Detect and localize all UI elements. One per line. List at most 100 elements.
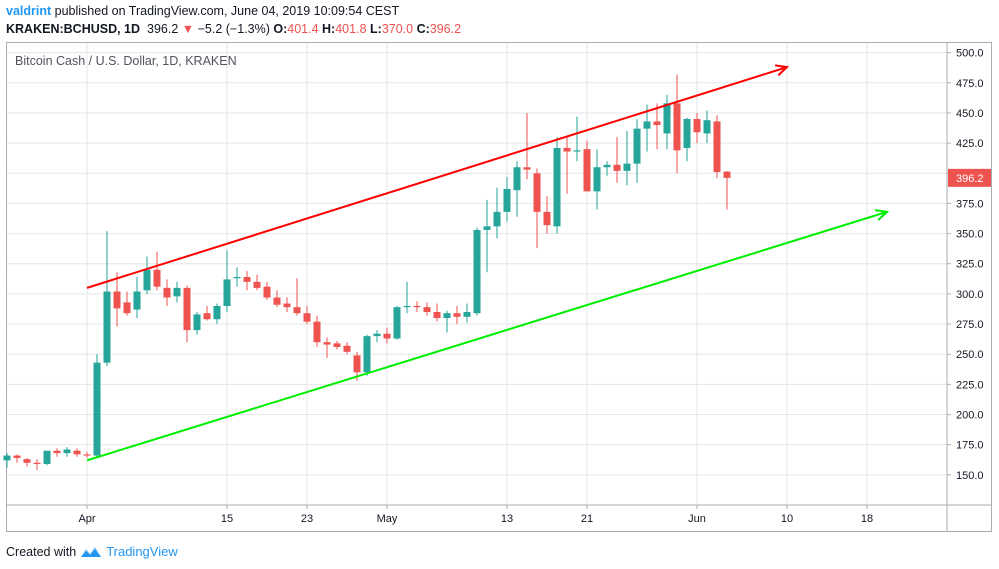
candle-body — [653, 121, 661, 126]
price-tick-label: 225.0 — [956, 379, 984, 391]
candle-body — [23, 459, 31, 463]
candle-body — [643, 121, 651, 129]
candle-down — [413, 301, 421, 312]
candle-body — [573, 150, 581, 152]
candle-body — [363, 336, 371, 373]
candle-down — [33, 459, 41, 471]
price-tick-label: 475.0 — [956, 78, 984, 90]
candle-body — [203, 313, 211, 320]
candle-body — [543, 211, 551, 226]
candle-body — [393, 307, 401, 339]
price-tick-label: 325.0 — [956, 259, 984, 271]
created-with-text: Created with — [6, 544, 77, 559]
candle-body — [463, 311, 471, 317]
candle-body — [403, 305, 411, 308]
candle-body — [523, 167, 531, 170]
last-price-label: 396.2 — [956, 173, 984, 185]
candle-up — [703, 110, 711, 144]
candle-down — [453, 305, 461, 325]
candle-down — [253, 274, 261, 291]
candle-body — [433, 311, 441, 319]
candle-body — [693, 118, 701, 133]
candle-up — [493, 187, 501, 239]
published-text: published on TradingView.com, June 04, 2… — [54, 4, 400, 18]
candle-up — [553, 137, 561, 234]
candle-up — [373, 330, 381, 343]
candle-body — [133, 291, 141, 310]
price-tick-label: 300.0 — [956, 289, 984, 301]
candle-body — [593, 167, 601, 192]
price-axis: 500.0475.0450.0425.0400.0375.0350.0325.0… — [946, 43, 991, 531]
candle-body — [623, 163, 631, 171]
chart-frame[interactable] — [6, 42, 992, 532]
candle-up — [663, 94, 671, 150]
tradingview-link[interactable]: TradingView — [106, 544, 178, 559]
candle-up — [393, 305, 401, 340]
footer: Created with TradingView — [6, 544, 178, 559]
candle-down — [723, 171, 731, 210]
candle-down — [263, 281, 271, 300]
candle-down — [423, 302, 431, 316]
candle-body — [213, 305, 221, 320]
candle-body — [13, 455, 21, 458]
candle-body — [533, 173, 541, 212]
candle-down — [153, 251, 161, 291]
candle-up — [593, 149, 601, 210]
candle-down — [523, 112, 531, 180]
close-value: 396.2 — [429, 22, 462, 36]
candle-down — [673, 74, 681, 174]
candle-up — [633, 118, 641, 183]
candle-up — [403, 281, 411, 314]
last-price: 396.2 — [147, 22, 179, 36]
candle-body — [493, 211, 501, 227]
candle-down — [583, 140, 591, 192]
candle-up — [63, 447, 71, 457]
down-arrow-icon: ▼ — [181, 22, 195, 36]
candle-body — [53, 450, 61, 454]
candle-up — [483, 199, 491, 273]
candle-body — [243, 277, 251, 282]
time-tick-label: May — [377, 513, 398, 525]
candle-body — [663, 103, 671, 134]
candle-up — [133, 277, 141, 319]
candle-body — [413, 305, 421, 308]
candle-down — [313, 315, 321, 347]
candle-down — [713, 115, 721, 179]
candle-body — [3, 455, 11, 461]
price-tick-label: 200.0 — [956, 410, 984, 422]
candle-up — [573, 116, 581, 162]
candle-up — [443, 310, 451, 333]
high-value: 401.8 — [335, 22, 367, 36]
close-label: C: — [416, 22, 430, 36]
candle-body — [43, 450, 51, 464]
candle-body — [443, 313, 451, 319]
publisher-name[interactable]: valdrint — [6, 4, 52, 18]
candle-body — [63, 449, 71, 454]
time-tick-label: 23 — [301, 513, 313, 525]
publish-line: valdrint published on TradingView.com, J… — [6, 4, 399, 18]
ohlc-legend: KRAKEN:BCHUSD, 1D 396.2 ▼ −5.2 (−1.3%) O… — [6, 22, 461, 36]
candle-down — [533, 168, 541, 249]
symbol-label: KRAKEN:BCHUSD, 1D — [6, 22, 141, 36]
candle-body — [183, 287, 191, 331]
candle-down — [53, 448, 61, 457]
candle-body — [603, 164, 611, 168]
candle-down — [183, 285, 191, 343]
high-label: H: — [322, 22, 336, 36]
change-value: −5.2 (−1.3%) — [197, 22, 270, 36]
candle-body — [283, 303, 291, 308]
candle-body — [613, 164, 621, 171]
candle-body — [323, 342, 331, 345]
candle-body — [163, 287, 171, 298]
open-label: O: — [273, 22, 288, 36]
candle-down — [383, 327, 391, 344]
candle-up — [93, 354, 101, 457]
candle-up — [683, 117, 691, 162]
candle-up — [143, 256, 151, 294]
candle-body — [223, 279, 231, 306]
candle-up — [603, 161, 611, 176]
candle-body — [173, 287, 181, 297]
candle-body — [723, 171, 731, 178]
candle-body — [353, 355, 361, 373]
